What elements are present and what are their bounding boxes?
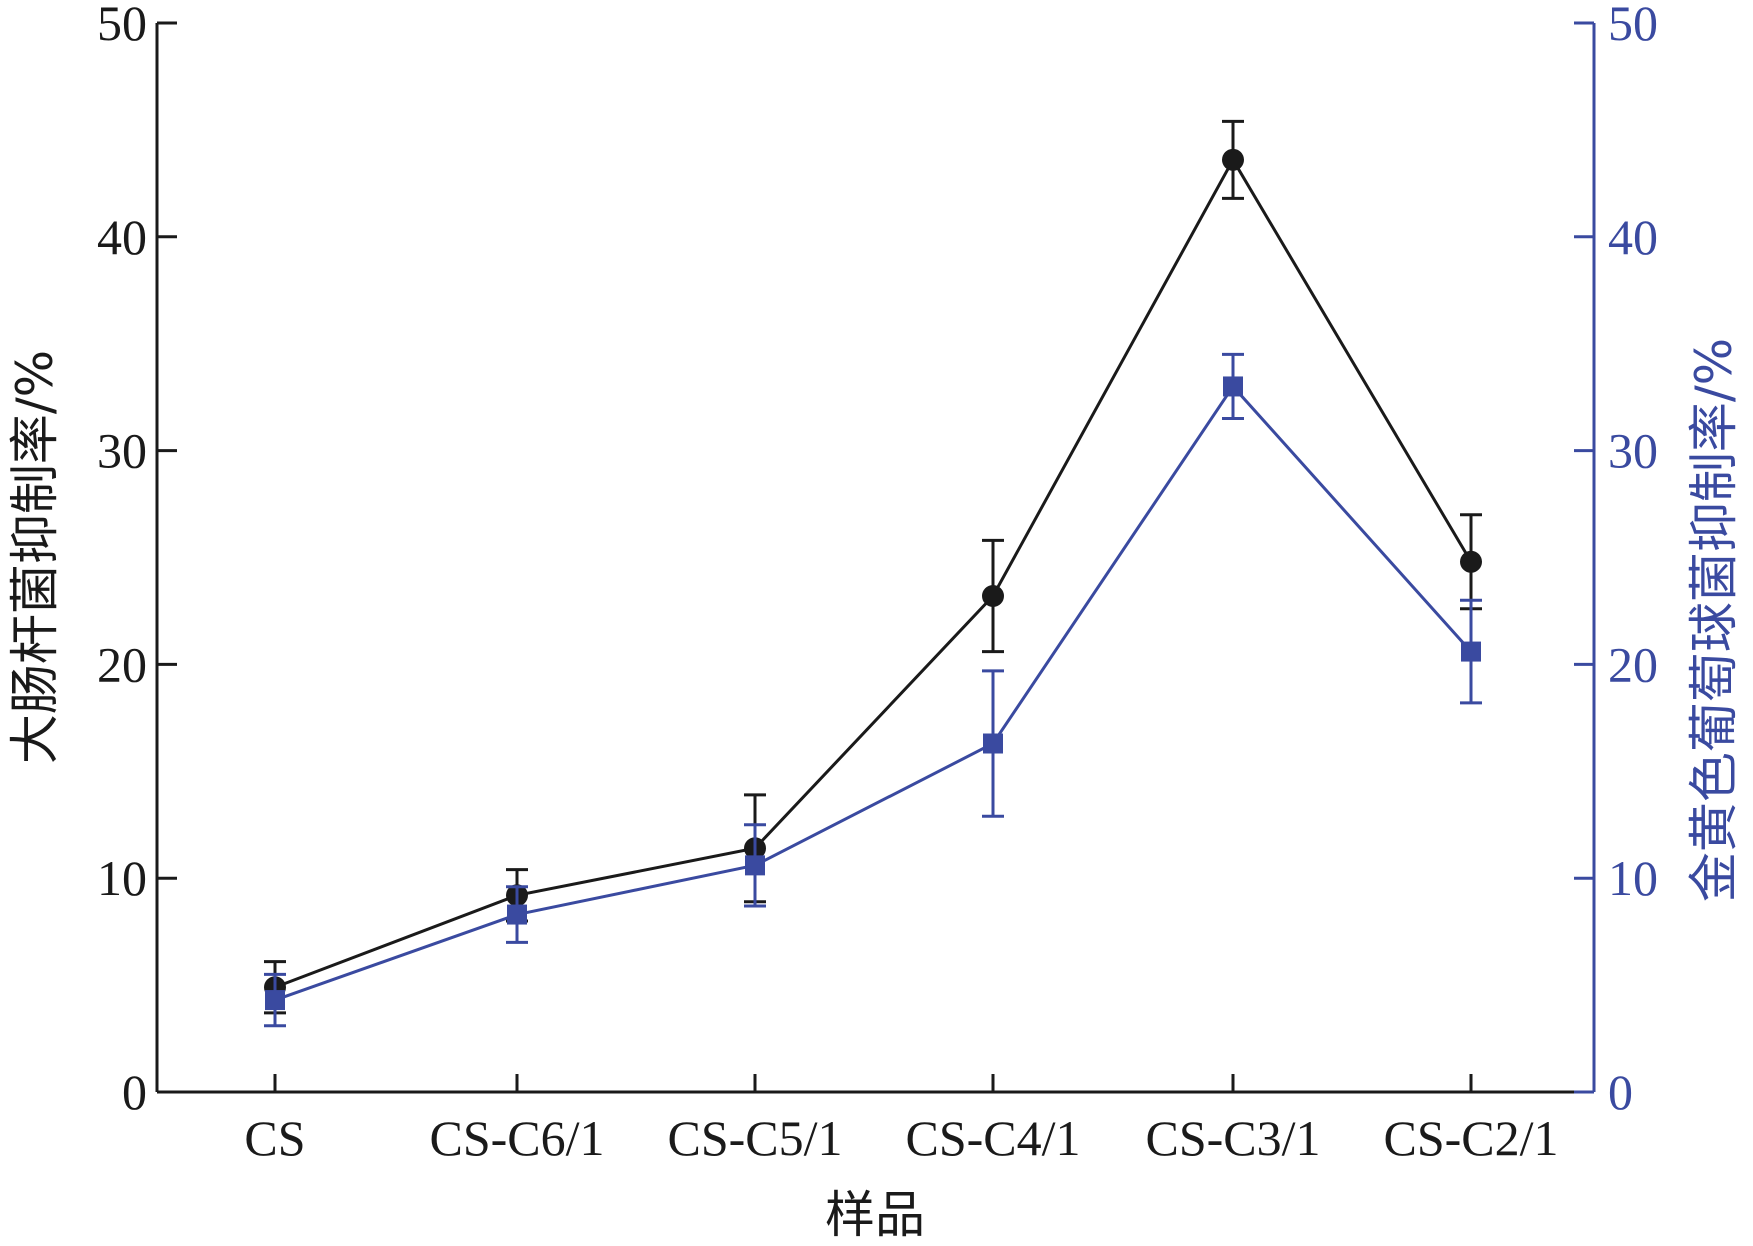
x-tick-label: CS-C4/1 [905, 1110, 1080, 1166]
right-y-tick-label: 30 [1608, 423, 1658, 479]
data-point [1222, 148, 1244, 171]
data-point [982, 584, 1004, 607]
left-y-tick-label: 10 [97, 850, 147, 906]
data-point [745, 855, 765, 876]
right-y-ticks: 0 10 20 30 40 50 [1574, 0, 1658, 1120]
x-axis-title: 样品 [825, 1186, 925, 1244]
x-tick-label: CS-C5/1 [667, 1110, 842, 1166]
right-y-tick-label: 20 [1608, 636, 1658, 692]
left-y-tick-label: 0 [122, 1064, 147, 1120]
series-line [274, 156, 1473, 989]
right-y-tick-label: 10 [1608, 850, 1658, 906]
plot-frame [155, 23, 1596, 1094]
x-tick-label: CS [244, 1110, 305, 1166]
data-point [1223, 376, 1243, 397]
right-y-tick-label: 0 [1608, 1064, 1633, 1120]
data-point [1461, 641, 1481, 662]
right-y-tick-label: 40 [1608, 209, 1658, 265]
left-y-tick-label: 30 [97, 423, 147, 479]
series-2 [264, 352, 1482, 1028]
series-1 [264, 119, 1482, 1015]
data-point [507, 904, 527, 925]
data-point [983, 733, 1003, 754]
data-point [265, 990, 285, 1011]
right-y-tick-label: 50 [1608, 0, 1658, 51]
left-y-tick-label: 20 [97, 636, 147, 692]
x-tick-label: CS-C6/1 [429, 1110, 604, 1166]
right-y-axis-title: 金黄色葡萄球菌抑制率/% [1685, 338, 1743, 902]
left-y-axis-title: 大肠杆菌抑制率/% [6, 350, 64, 764]
x-tick-label: CS-C2/1 [1383, 1110, 1558, 1166]
left-y-ticks: 0 10 20 30 40 50 [97, 0, 177, 1120]
left-y-tick-label: 40 [97, 209, 147, 265]
x-tick-label: CS-C3/1 [1145, 1110, 1320, 1166]
data-point [1460, 550, 1482, 573]
series-line [274, 384, 1473, 1002]
left-y-tick-label: 50 [97, 0, 147, 51]
series-layer [264, 119, 1482, 1028]
x-ticks: CS CS-C6/1 CS-C5/1 CS-C4/1 CS-C3/1 CS-C2/1 [244, 1074, 1559, 1166]
